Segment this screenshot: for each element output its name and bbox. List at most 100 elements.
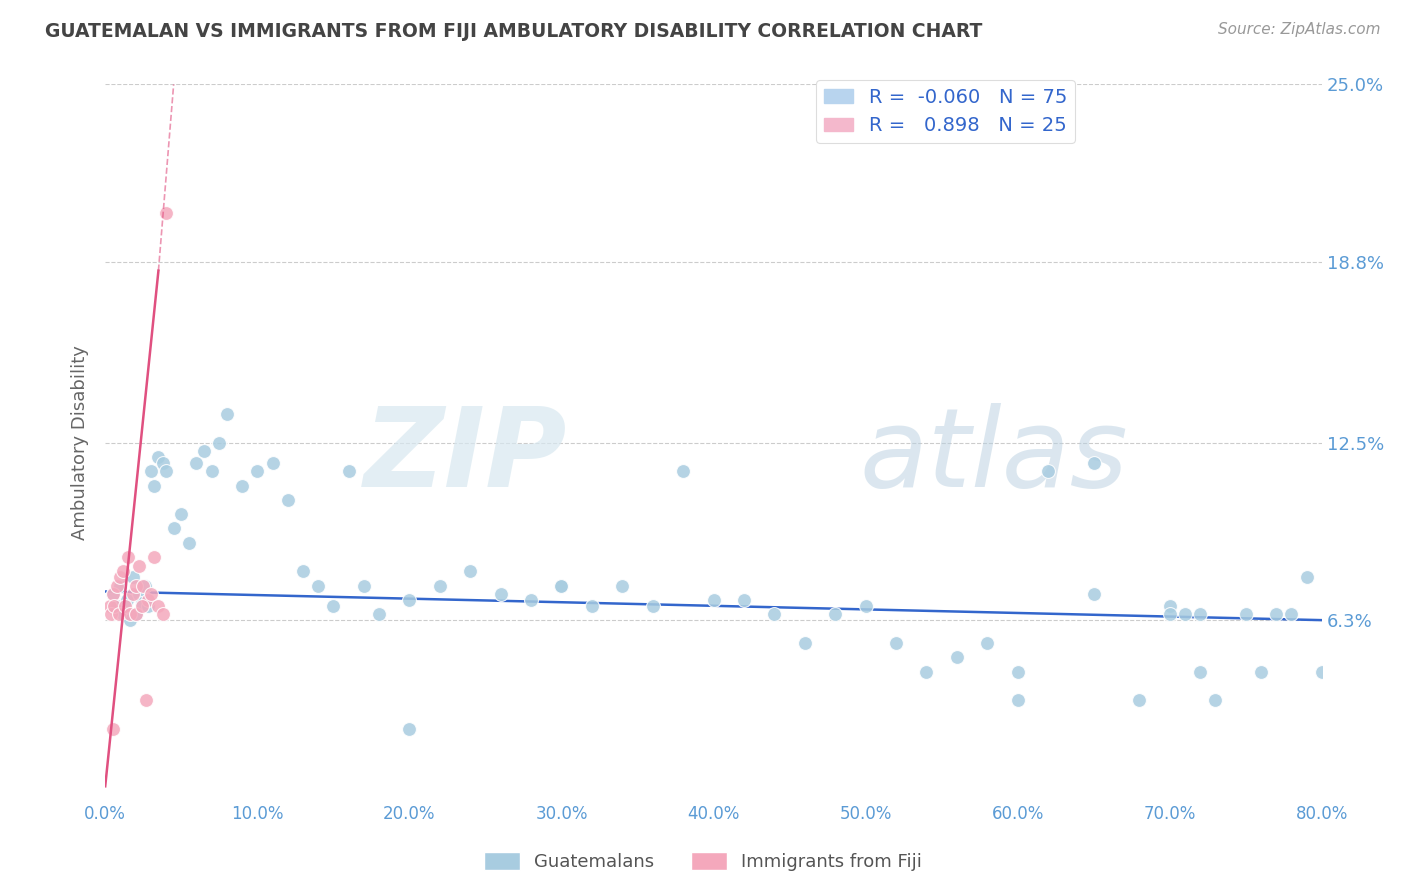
Point [128, 558, 150, 573]
Point [612, 579, 634, 593]
Point [1159, 607, 1181, 622]
Point [101, 722, 124, 736]
Point [1265, 607, 1288, 622]
Point [915, 665, 938, 679]
Point [155, 464, 177, 478]
Point [112, 565, 135, 579]
Point [208, 435, 231, 450]
Point [132, 579, 155, 593]
Point [763, 607, 786, 622]
Point [1204, 693, 1226, 707]
Point [322, 599, 344, 613]
Text: Source: ZipAtlas.com: Source: ZipAtlas.com [1218, 22, 1381, 37]
Point [117, 550, 139, 565]
Point [262, 456, 284, 470]
Point [124, 607, 146, 622]
Point [855, 599, 877, 613]
Point [170, 507, 193, 521]
Point [733, 593, 755, 607]
Point [1083, 456, 1105, 470]
Text: ZIP: ZIP [364, 403, 568, 510]
Point [100, 607, 122, 622]
Point [152, 456, 174, 470]
Point [489, 587, 512, 601]
Point [793, 636, 815, 650]
Point [1007, 693, 1029, 707]
Point [641, 599, 664, 613]
Point [124, 579, 146, 593]
Point [101, 587, 124, 601]
Point [231, 478, 253, 492]
Point [177, 536, 200, 550]
Point [139, 464, 162, 478]
Point [101, 587, 124, 601]
Point [353, 579, 375, 593]
Point [884, 636, 907, 650]
Point [118, 613, 141, 627]
Point [163, 521, 186, 535]
Point [131, 599, 153, 613]
Point [103, 599, 125, 613]
Point [277, 492, 299, 507]
Point [128, 587, 150, 601]
Point [110, 570, 132, 584]
Point [1295, 570, 1317, 584]
Point [114, 599, 136, 613]
Point [124, 607, 146, 622]
Point [215, 407, 238, 421]
Point [520, 593, 543, 607]
Point [155, 206, 177, 220]
Point [1036, 464, 1059, 478]
Point [193, 444, 215, 458]
Point [186, 456, 208, 470]
Point [429, 579, 451, 593]
Point [148, 450, 170, 464]
Legend: R =  -0.060   N = 75, R =   0.898   N = 25: R = -0.060 N = 75, R = 0.898 N = 25 [817, 80, 1076, 143]
Point [131, 596, 153, 610]
Point [398, 722, 420, 736]
Point [1007, 665, 1029, 679]
Point [134, 579, 156, 593]
Point [201, 464, 224, 478]
Point [135, 693, 157, 707]
Point [1189, 607, 1212, 622]
Point [824, 607, 846, 622]
Point [368, 607, 391, 622]
Point [946, 650, 969, 665]
Point [307, 579, 329, 593]
Point [148, 599, 170, 613]
Point [136, 599, 159, 613]
Point [105, 579, 128, 593]
Point [702, 593, 724, 607]
Point [550, 579, 572, 593]
Point [337, 464, 360, 478]
Point [118, 607, 141, 622]
Point [1250, 665, 1272, 679]
Point [1310, 665, 1333, 679]
Text: GUATEMALAN VS IMMIGRANTS FROM FIJI AMBULATORY DISABILITY CORRELATION CHART: GUATEMALAN VS IMMIGRANTS FROM FIJI AMBUL… [45, 22, 983, 41]
Point [105, 599, 128, 613]
Point [121, 587, 143, 601]
Point [110, 579, 132, 593]
Point [246, 464, 269, 478]
Point [1281, 607, 1303, 622]
Point [139, 587, 162, 601]
Point [115, 593, 138, 607]
Point [672, 464, 695, 478]
Point [142, 550, 165, 565]
Text: atlas: atlas [859, 403, 1128, 510]
Legend: Guatemalans, Immigrants from Fiji: Guatemalans, Immigrants from Fiji [477, 845, 929, 879]
Point [550, 579, 572, 593]
Point [1174, 607, 1197, 622]
Point [121, 570, 143, 584]
Point [136, 593, 159, 607]
Point [1159, 599, 1181, 613]
Point [1128, 693, 1150, 707]
Point [581, 599, 603, 613]
Point [152, 607, 174, 622]
Point [976, 636, 998, 650]
Point [1234, 607, 1257, 622]
Point [291, 565, 314, 579]
Point [458, 565, 481, 579]
Point [142, 478, 165, 492]
